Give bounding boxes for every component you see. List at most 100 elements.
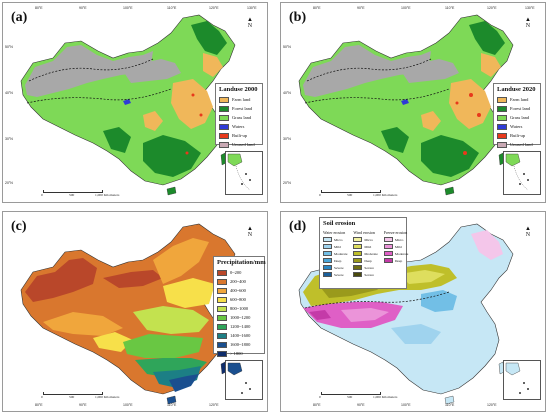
legend-item: Severe	[323, 264, 347, 271]
lon-tick-80: 80°E	[313, 403, 321, 407]
legend-item: Mild	[323, 243, 347, 250]
precip-600-800-b	[93, 332, 133, 352]
lon-tick-80: 80°E	[313, 6, 321, 10]
farmland-northeast	[203, 53, 223, 77]
scale-end: 1,000 Kilometers	[95, 395, 120, 399]
legend-title: Landuse 2020	[497, 86, 536, 93]
freeze-erosion-northeast	[471, 230, 503, 260]
dashed-boundary-2	[26, 88, 172, 104]
panel-label-a: (a)	[11, 10, 28, 25]
legend-title: Soil erosion	[323, 220, 356, 227]
lat-tick-50: 50°N	[283, 45, 291, 49]
panel-label-c: (c)	[11, 219, 27, 234]
freeze-erosion-title: Freeze erosion	[383, 230, 408, 235]
freeze-erosion-deep	[309, 310, 331, 320]
map-panel-c: (c) 80°E 90°E 100°E 110°E 120°E Precipit…	[2, 211, 268, 412]
legend-item: Farm land	[497, 95, 540, 104]
scale-mid: 500	[69, 193, 75, 197]
precip-0-200-b	[103, 270, 163, 288]
legend-item: 1000~1200	[217, 313, 264, 322]
wind-erosion-title: Wind erosion	[353, 230, 375, 235]
south-china-sea-inset	[503, 360, 541, 400]
scale-end: 1,000 Kilometers	[95, 193, 120, 197]
scale-zero: 0	[41, 193, 43, 197]
hainan-island	[166, 395, 177, 405]
lon-tick-90: 90°E	[357, 6, 365, 10]
scale-bar	[43, 392, 103, 395]
water-erosion-title: Water erosion	[323, 230, 346, 235]
landuse-2000-map	[20, 14, 236, 196]
dashed-boundary-2	[304, 88, 450, 104]
legend-item: Micro	[383, 236, 408, 243]
scale-mid: 500	[347, 193, 353, 197]
lon-tick-120: 120°E	[487, 403, 497, 407]
lon-tick-120: 120°E	[209, 6, 219, 10]
legend-item: 1200~1400	[217, 322, 264, 331]
legend-item: 1400~1600	[217, 331, 264, 340]
lon-tick-110: 110°E	[445, 403, 455, 407]
legend-item: Severe	[323, 271, 347, 278]
water-erosion-column: Water erosion Micro Mild Moderate Deep S…	[320, 229, 347, 278]
lon-tick-100: 100°E	[123, 6, 133, 10]
forest-northeast	[469, 21, 505, 55]
unused-land-northwest	[303, 45, 431, 97]
lon-tick-110: 110°E	[445, 6, 455, 10]
south-china-sea-inset	[503, 151, 541, 195]
map-panel-a: (a) 80°E 90°E 100°E 110°E 120°E 130°E 50…	[2, 2, 268, 203]
legend-item: Moderate	[353, 250, 378, 257]
lon-tick-90: 90°E	[79, 403, 87, 407]
north-arrow-icon: ▲ N	[247, 226, 253, 238]
legend-item: Grass land	[497, 113, 540, 122]
water-erosion-mild	[391, 324, 441, 344]
south-china-sea-inset	[225, 151, 263, 195]
legend-item: Moderate	[323, 250, 347, 257]
scale-mid: 500	[347, 395, 353, 399]
unused-land-north	[401, 59, 459, 83]
waters-lake	[123, 99, 131, 105]
lat-tick-40: 40°N	[5, 91, 13, 95]
legend-item: Forest land	[219, 104, 262, 113]
legend-item: Farm land	[219, 95, 262, 104]
north-arrow-icon: ▲ N	[525, 226, 531, 238]
scale-mid: 500	[69, 395, 75, 399]
lon-tick-130: 130°E	[247, 6, 257, 10]
legend-item: Mild	[383, 243, 408, 250]
freeze-erosion-column: Freeze erosion Micro Mild Moderate Deep	[381, 229, 408, 278]
precip-0-200	[25, 258, 97, 302]
scale-bar	[321, 190, 381, 193]
forest-south	[421, 135, 479, 177]
lon-tick-110: 110°E	[167, 6, 177, 10]
landuse-2020-map	[298, 14, 514, 196]
north-arrow-icon: ▲ N	[247, 17, 253, 29]
farmland-sichuan	[143, 111, 163, 131]
freeze-erosion-mild	[341, 308, 389, 322]
lon-tick-100: 100°E	[401, 403, 411, 407]
legend-item: Built-up	[219, 131, 262, 140]
wind-erosion-column: Wind erosion Micro Mild Moderate Deep Se…	[350, 229, 378, 278]
precip-800-1000	[133, 306, 209, 334]
scale-bar	[43, 190, 103, 193]
lon-tick-90: 90°E	[79, 6, 87, 10]
waters-lake	[401, 99, 409, 105]
legend-item: > 1800	[217, 349, 264, 358]
forest-northeast	[191, 21, 227, 55]
legend-item: Unused land	[219, 140, 262, 149]
scale-end: 1,000 Kilometers	[373, 395, 398, 399]
scale-zero: 0	[319, 395, 321, 399]
lon-tick-120: 120°E	[209, 403, 219, 407]
precipitation-legend: Precipitation/mm 0~200 200~400 400~600 6…	[213, 256, 266, 357]
lon-tick-110: 110°E	[167, 403, 177, 407]
wind-erosion-mild	[399, 270, 445, 284]
legend-item: Deep	[383, 257, 408, 264]
legend-item: 600~800	[217, 295, 264, 304]
legend-item: Unused land	[497, 140, 540, 149]
legend-item: Waters	[497, 122, 540, 131]
lon-tick-90: 90°E	[357, 403, 365, 407]
panel-label-d: (d)	[289, 219, 307, 234]
precip-400-600-b	[43, 312, 123, 336]
lon-tick-100: 100°E	[401, 6, 411, 10]
legend-item: Moderate	[383, 250, 408, 257]
scale-zero: 0	[319, 193, 321, 197]
soil-erosion-legend: Soil erosion Water erosion Micro Mild Mo…	[319, 217, 408, 289]
hainan-island	[444, 395, 455, 405]
